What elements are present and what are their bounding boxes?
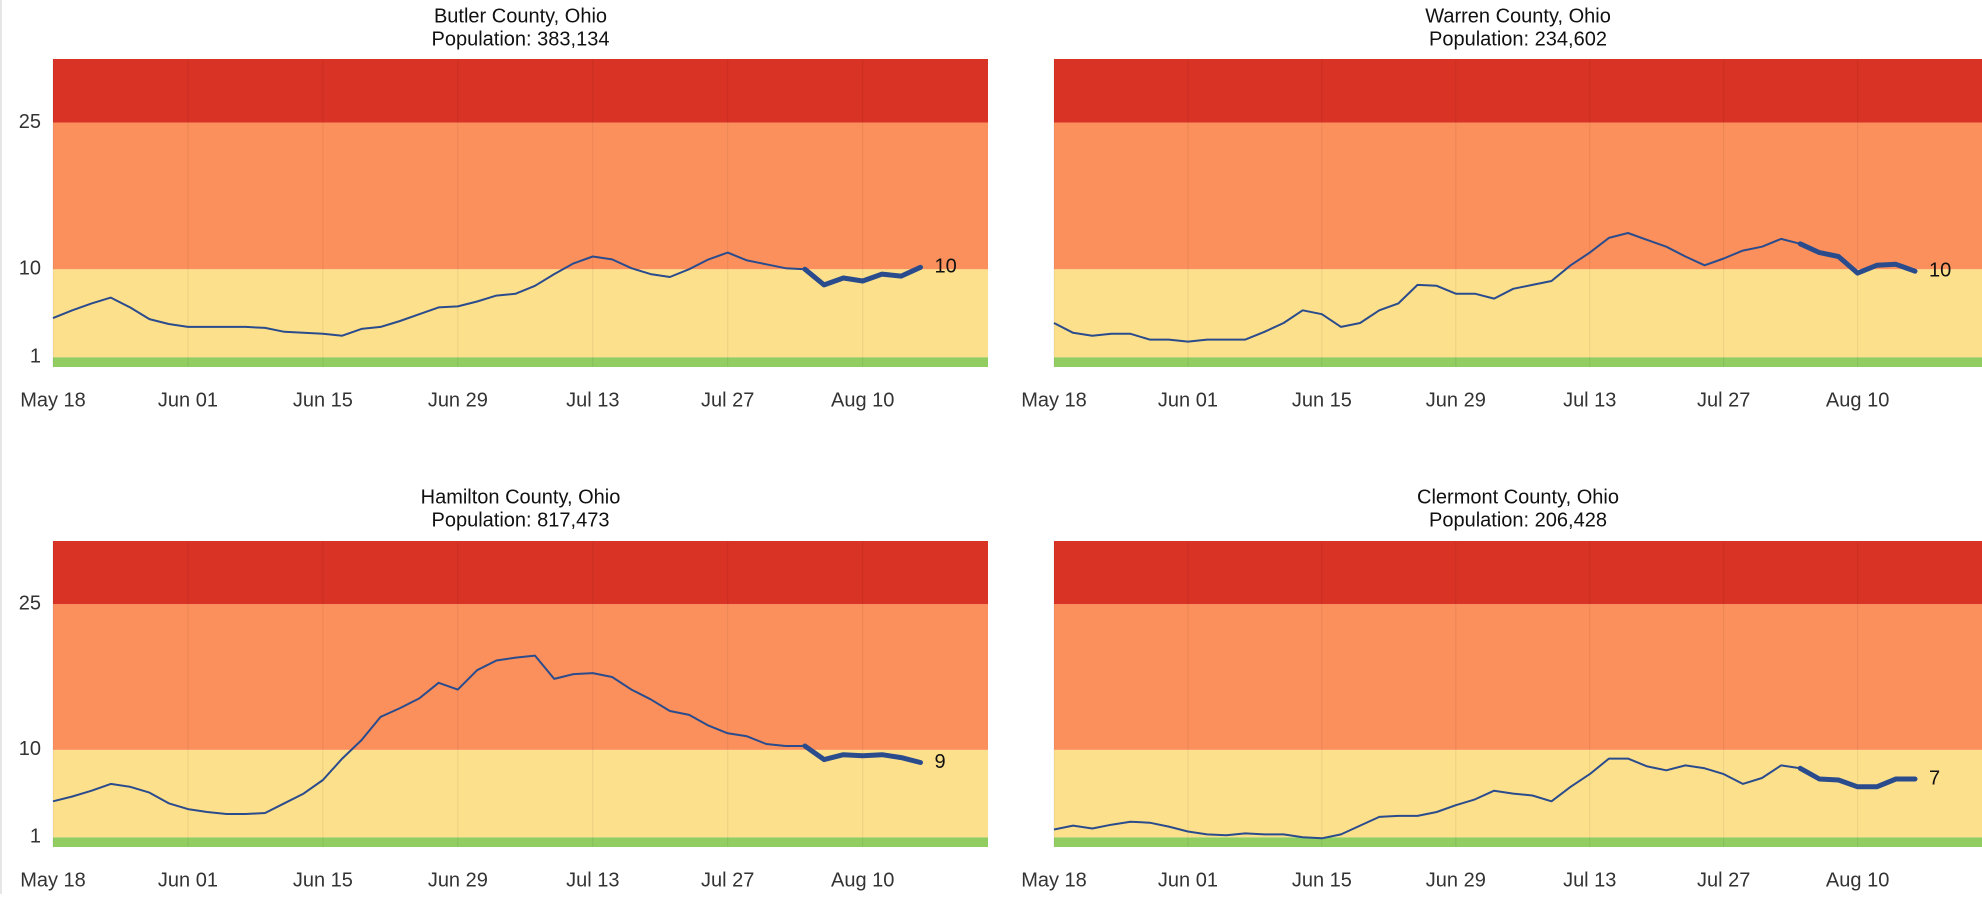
chart-panel: May 18 Jun 01 Jun 15 Jun 29 Jul 13 Jul 27 Aug …	[1021, 5, 1982, 411]
chart-panel: May 18 Jun 01 Jun 15 Jun 29 Jul 13 Jul 27 Aug …	[19, 486, 988, 891]
y-tick-label: 25	[19, 592, 41, 614]
y-tick-label: 10	[19, 738, 41, 760]
x-tick-label: Jul 13	[566, 389, 619, 411]
risk-band	[1054, 541, 1982, 605]
chart-title: Clermont County, Ohio	[1417, 486, 1619, 508]
x-tick-label: Jun 29	[1426, 389, 1486, 411]
risk-band	[1054, 59, 1982, 123]
x-tick-label: Aug 10	[831, 869, 894, 891]
chart-subtitle: Population: 206,428	[1429, 509, 1607, 531]
risk-band	[1054, 269, 1982, 358]
risk-band	[53, 604, 988, 750]
y-tick-label: 25	[19, 111, 41, 133]
x-tick-label: Jun 01	[158, 869, 218, 891]
recent-line	[802, 264, 923, 288]
end-label: 10	[935, 256, 957, 278]
y-tick-label: 1	[30, 826, 41, 848]
x-tick-label: Jun 15	[293, 869, 353, 891]
risk-band	[1054, 837, 1982, 847]
end-label: 9	[935, 751, 946, 773]
chart-panel: May 18 Jun 01 Jun 15 Jun 29 Jul 13 Jul 27 Aug …	[1021, 486, 1982, 891]
x-tick-label: Jul 13	[566, 869, 619, 891]
data-line	[52, 251, 921, 337]
chart-subtitle: Population: 817,473	[432, 509, 610, 531]
x-tick-label: May 18	[1021, 389, 1087, 411]
x-tick-label: Jul 13	[1563, 869, 1616, 891]
x-tick-label: Jun 29	[1426, 869, 1486, 891]
chart-title: Butler County, Ohio	[434, 5, 607, 27]
chart-subtitle: Population: 383,134	[432, 28, 610, 50]
x-tick-label: Jun 29	[428, 389, 488, 411]
risk-band	[1054, 122, 1982, 270]
risk-band	[53, 357, 988, 367]
x-tick-label: Jul 27	[701, 389, 754, 411]
chart-title: Hamilton County, Ohio	[421, 486, 621, 508]
x-tick-label: Jun 01	[1158, 389, 1218, 411]
risk-band	[53, 269, 988, 358]
chart-title: Warren County, Ohio	[1425, 5, 1611, 27]
y-tick-label: 10	[19, 258, 41, 280]
risk-band	[53, 837, 988, 847]
recent-line	[1797, 765, 1918, 790]
x-tick-label: Jun 29	[428, 869, 488, 891]
chart-subtitle: Population: 234,602	[1429, 28, 1607, 50]
risk-band	[53, 122, 988, 270]
data-line	[52, 654, 921, 815]
recent-line	[1797, 241, 1918, 276]
risk-band	[1054, 357, 1982, 367]
end-label: 7	[1929, 767, 1940, 789]
x-tick-label: Aug 10	[831, 389, 894, 411]
x-tick-label: Jun 15	[1292, 869, 1352, 891]
risk-band	[53, 59, 988, 123]
x-tick-label: Aug 10	[1826, 869, 1889, 891]
risk-band	[53, 541, 988, 605]
x-tick-label: Jun 15	[293, 389, 353, 411]
x-tick-label: Jun 01	[158, 389, 218, 411]
x-tick-label: Jul 27	[1697, 869, 1750, 891]
x-tick-label: Jun 01	[1158, 869, 1218, 891]
x-tick-label: May 18	[1021, 869, 1087, 891]
x-tick-label: Jul 27	[701, 869, 754, 891]
x-tick-label: Aug 10	[1826, 389, 1889, 411]
chart-panel: May 18 Jun 01 Jun 15 Jun 29 Jul 13 Jul 27 Aug …	[19, 5, 988, 411]
x-tick-label: Jun 15	[1292, 389, 1352, 411]
x-tick-label: Jul 27	[1697, 389, 1750, 411]
y-tick-label: 1	[30, 346, 41, 368]
data-line	[1053, 757, 1915, 840]
recent-line	[802, 743, 923, 765]
x-tick-label: May 18	[20, 389, 86, 411]
data-line	[1053, 232, 1916, 343]
risk-band	[1054, 604, 1982, 750]
end-label: 10	[1929, 259, 1951, 281]
risk-band	[53, 749, 988, 838]
x-tick-label: Jul 13	[1563, 389, 1616, 411]
x-tick-label: May 18	[20, 869, 86, 891]
